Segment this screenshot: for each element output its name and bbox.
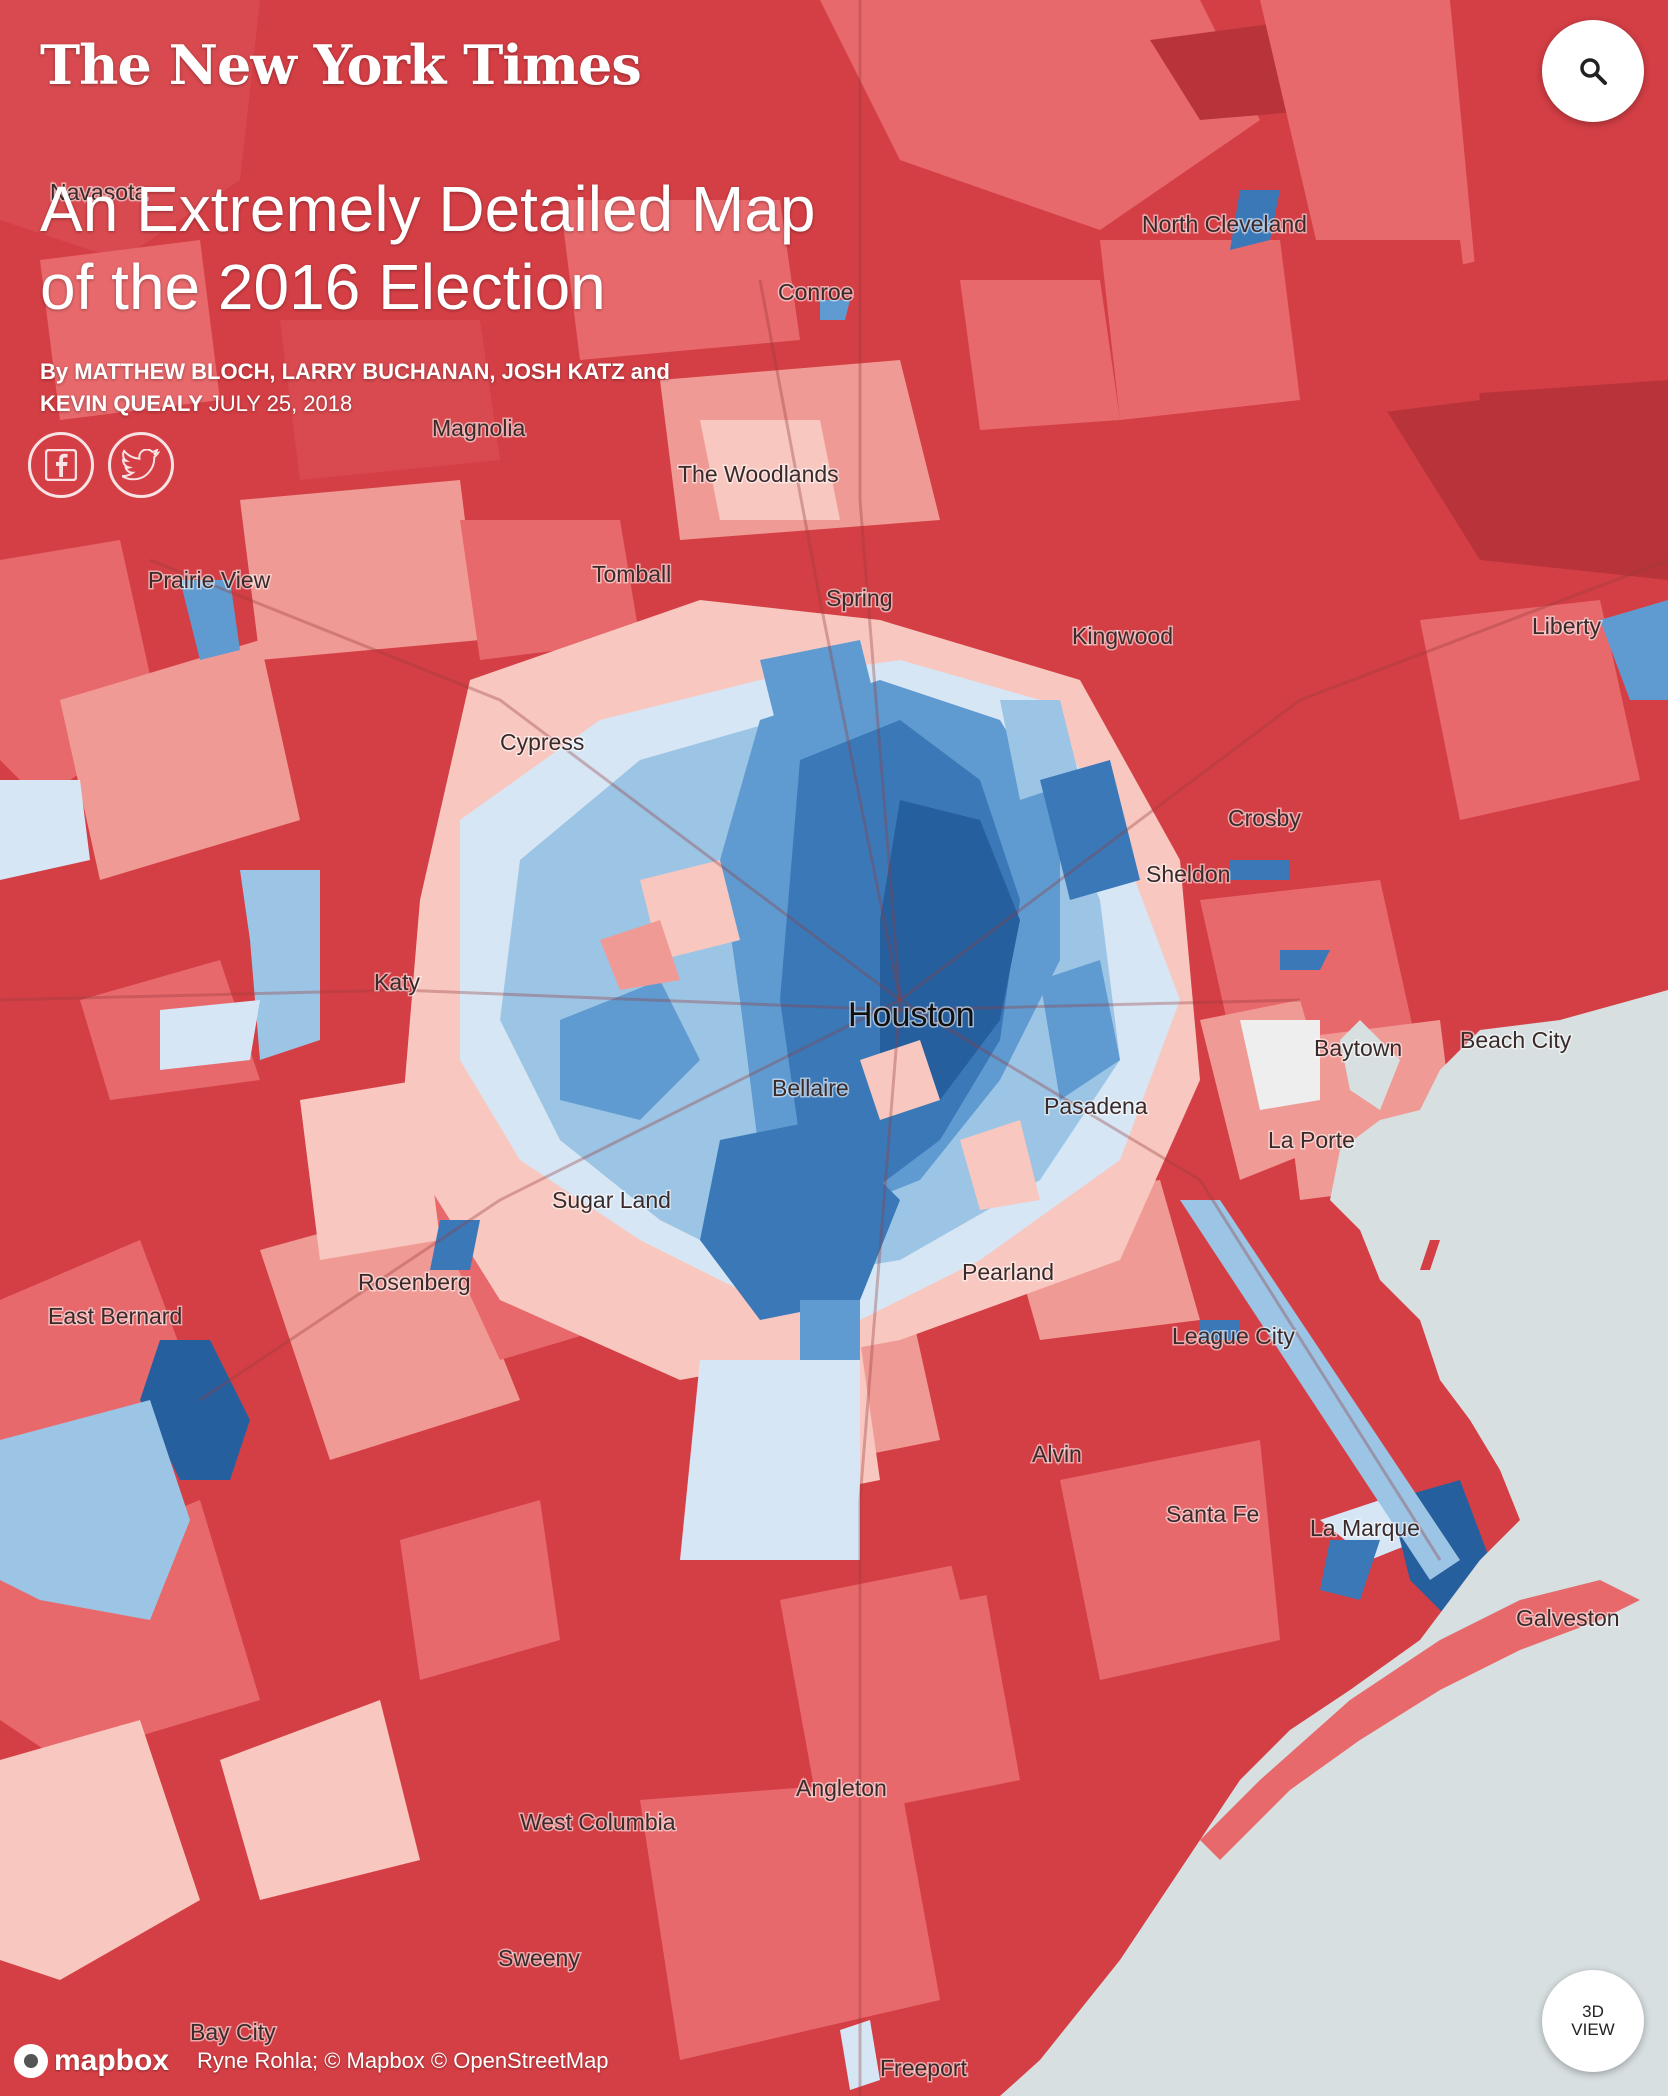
byline-authors: MATTHEW BLOCH, LARRY BUCHANAN, JOSH KATZ…	[40, 359, 670, 416]
place-label: La Porte	[1268, 1127, 1355, 1153]
byline-date: JULY 25, 2018	[208, 391, 353, 416]
place-label-major: Houston	[848, 996, 975, 1034]
place-label: Pearland	[962, 1259, 1054, 1285]
place-label: La Marque	[1310, 1515, 1420, 1541]
urban-precincts	[460, 640, 1180, 1560]
place-labels: Navasota North Cleveland Conroe Magnolia…	[47, 178, 1622, 2083]
place-label: Rosenberg	[358, 1269, 471, 1295]
masthead-logo[interactable]: The New York Times	[40, 33, 642, 97]
facebook-icon	[45, 449, 77, 481]
search-button[interactable]	[1542, 20, 1644, 122]
place-label: Conroe	[778, 279, 853, 305]
place-label: Tomball	[592, 561, 671, 587]
place-label: Katy	[374, 969, 421, 995]
place-label: Magnolia	[432, 415, 526, 441]
3d-view-label-line2: VIEW	[1571, 2020, 1615, 2039]
social-share	[28, 432, 174, 498]
twitter-share-button[interactable]	[108, 432, 174, 498]
place-label: North Cleveland	[1142, 211, 1307, 237]
place-label: Bay City	[190, 2019, 276, 2045]
galveston-island	[1200, 1580, 1640, 1860]
place-label: Pasadena	[1044, 1093, 1148, 1119]
3d-view-button[interactable]: 3D VIEW	[1542, 1970, 1644, 2072]
place-label: Sweeny	[498, 1945, 580, 1971]
map-attribution: mapbox Ryne Rohla; © Mapbox © OpenStreet…	[14, 2044, 609, 2078]
3d-view-label-line1: 3D	[1582, 2002, 1604, 2021]
article-header: The New York Times An Extremely Detailed…	[40, 30, 860, 420]
place-label: Galveston	[1516, 1605, 1620, 1631]
mapbox-wordmark: mapbox	[54, 2044, 170, 2077]
place-label: Sheldon	[1146, 861, 1230, 887]
headline: An Extremely Detailed Map of the 2016 El…	[40, 173, 816, 323]
place-label: Cypress	[500, 729, 584, 755]
place-label: Navasota	[50, 179, 147, 205]
search-icon	[1580, 58, 1607, 85]
place-label: Prairie View	[148, 567, 271, 593]
byline: By MATTHEW BLOCH, LARRY BUCHANAN, JOSH K…	[40, 356, 740, 420]
water	[1000, 990, 1668, 2096]
facebook-share-button[interactable]	[28, 432, 94, 498]
place-label: Baytown	[1314, 1035, 1402, 1061]
place-label: Crosby	[1228, 805, 1301, 831]
place-label: Spring	[826, 585, 892, 611]
place-label: Alvin	[1032, 1441, 1082, 1467]
byline-prefix: By	[40, 359, 75, 384]
place-label: Freeport	[880, 2055, 968, 2081]
mapbox-icon	[14, 2044, 48, 2078]
place-label: Bellaire	[772, 1075, 849, 1101]
place-label: Sugar Land	[552, 1187, 671, 1213]
place-label: Beach City	[1460, 1027, 1572, 1053]
place-label: Angleton	[796, 1775, 887, 1801]
corridor-precincts	[1180, 1200, 1460, 1580]
place-label: West Columbia	[520, 1809, 676, 1835]
place-label: Kingwood	[1072, 623, 1173, 649]
twitter-icon	[122, 449, 160, 481]
mapbox-logo[interactable]: mapbox	[14, 2044, 169, 2078]
place-label: East Bernard	[48, 1303, 182, 1329]
place-label: Santa Fe	[1166, 1501, 1259, 1527]
attribution-credit[interactable]: Ryne Rohla; © Mapbox © OpenStreetMap	[197, 2048, 609, 2073]
place-label: League City	[1172, 1323, 1295, 1349]
place-label: Liberty	[1532, 613, 1602, 639]
place-label: The Woodlands	[678, 461, 839, 487]
